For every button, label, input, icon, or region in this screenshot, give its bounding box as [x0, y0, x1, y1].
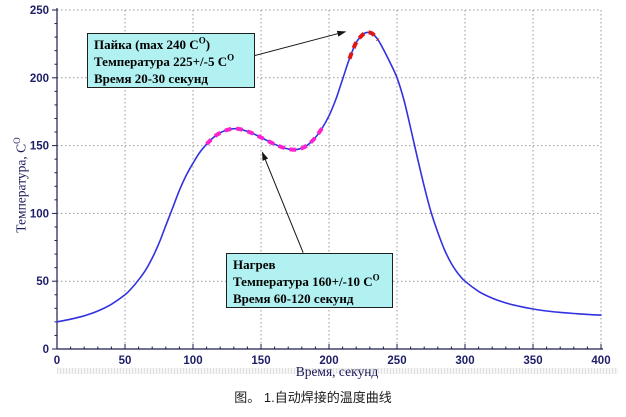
- x-tick-label: 100: [183, 355, 202, 367]
- y-tick-label: 250: [30, 5, 49, 17]
- x-tick-label: 400: [591, 355, 610, 367]
- y-tick-label: 0: [43, 344, 49, 356]
- annotation-line: Время 60-120 секунд: [233, 291, 354, 306]
- tick-labels: 0 50 100 150 200 250 300 350 400 0 50 100 150 200 250: [30, 5, 611, 367]
- axis-ticks: [52, 9, 602, 350]
- x-tick-label: 350: [523, 355, 542, 367]
- x-axis-label: Время, секунд: [257, 364, 417, 380]
- annotation-line: Температура 225+/-5 CO: [94, 52, 235, 69]
- y-axis-label: Температура, CO: [12, 100, 30, 270]
- y-axis-label-text: Температура, C: [13, 143, 29, 233]
- annotation-line: Пайка (max 240 CO): [94, 35, 211, 52]
- y-axis-label-sup: O: [12, 137, 22, 144]
- axes: [56, 8, 603, 350]
- annotation-line: Время 20-30 секунд: [94, 71, 208, 86]
- temperature-curve: [56, 31, 602, 323]
- x-tick-label: 200: [319, 355, 338, 367]
- x-tick-label: 300: [455, 355, 474, 367]
- x-tick-label: 0: [54, 355, 60, 367]
- highlight-soldering-zone: [347, 30, 380, 60]
- axis-underline-band: [57, 368, 618, 374]
- y-tick-label: 50: [36, 276, 49, 288]
- annotation-line: Температура 160+/-10 CO: [233, 272, 380, 289]
- annotation-line: Нагрев: [233, 257, 276, 272]
- annotation-box-heating: Нагрев Температура 160+/-10 CO Время 60-…: [226, 253, 393, 308]
- highlight-heating-zone: [205, 126, 324, 152]
- figure-caption: 图。 1.自动焊接的温度曲线: [234, 390, 392, 405]
- y-tick-label: 150: [30, 141, 49, 153]
- annotation-arrow-heating: [261, 151, 304, 253]
- annotation-box-soldering: Пайка (max 240 CO) Температура 225+/-5 C…: [87, 33, 255, 88]
- x-tick-label: 150: [251, 355, 270, 367]
- y-tick-label: 200: [30, 73, 49, 85]
- annotation-arrow-soldering: [247, 30, 347, 58]
- x-axis-label-text: Время, секунд: [295, 364, 379, 379]
- x-tick-label: 50: [119, 355, 132, 367]
- y-tick-label: 100: [30, 208, 49, 220]
- x-tick-label: 250: [387, 355, 406, 367]
